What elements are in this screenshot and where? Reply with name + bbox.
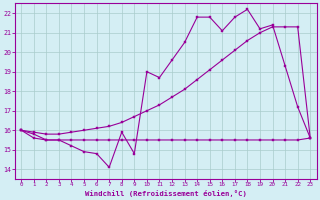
X-axis label: Windchill (Refroidissement éolien,°C): Windchill (Refroidissement éolien,°C) bbox=[85, 190, 247, 197]
